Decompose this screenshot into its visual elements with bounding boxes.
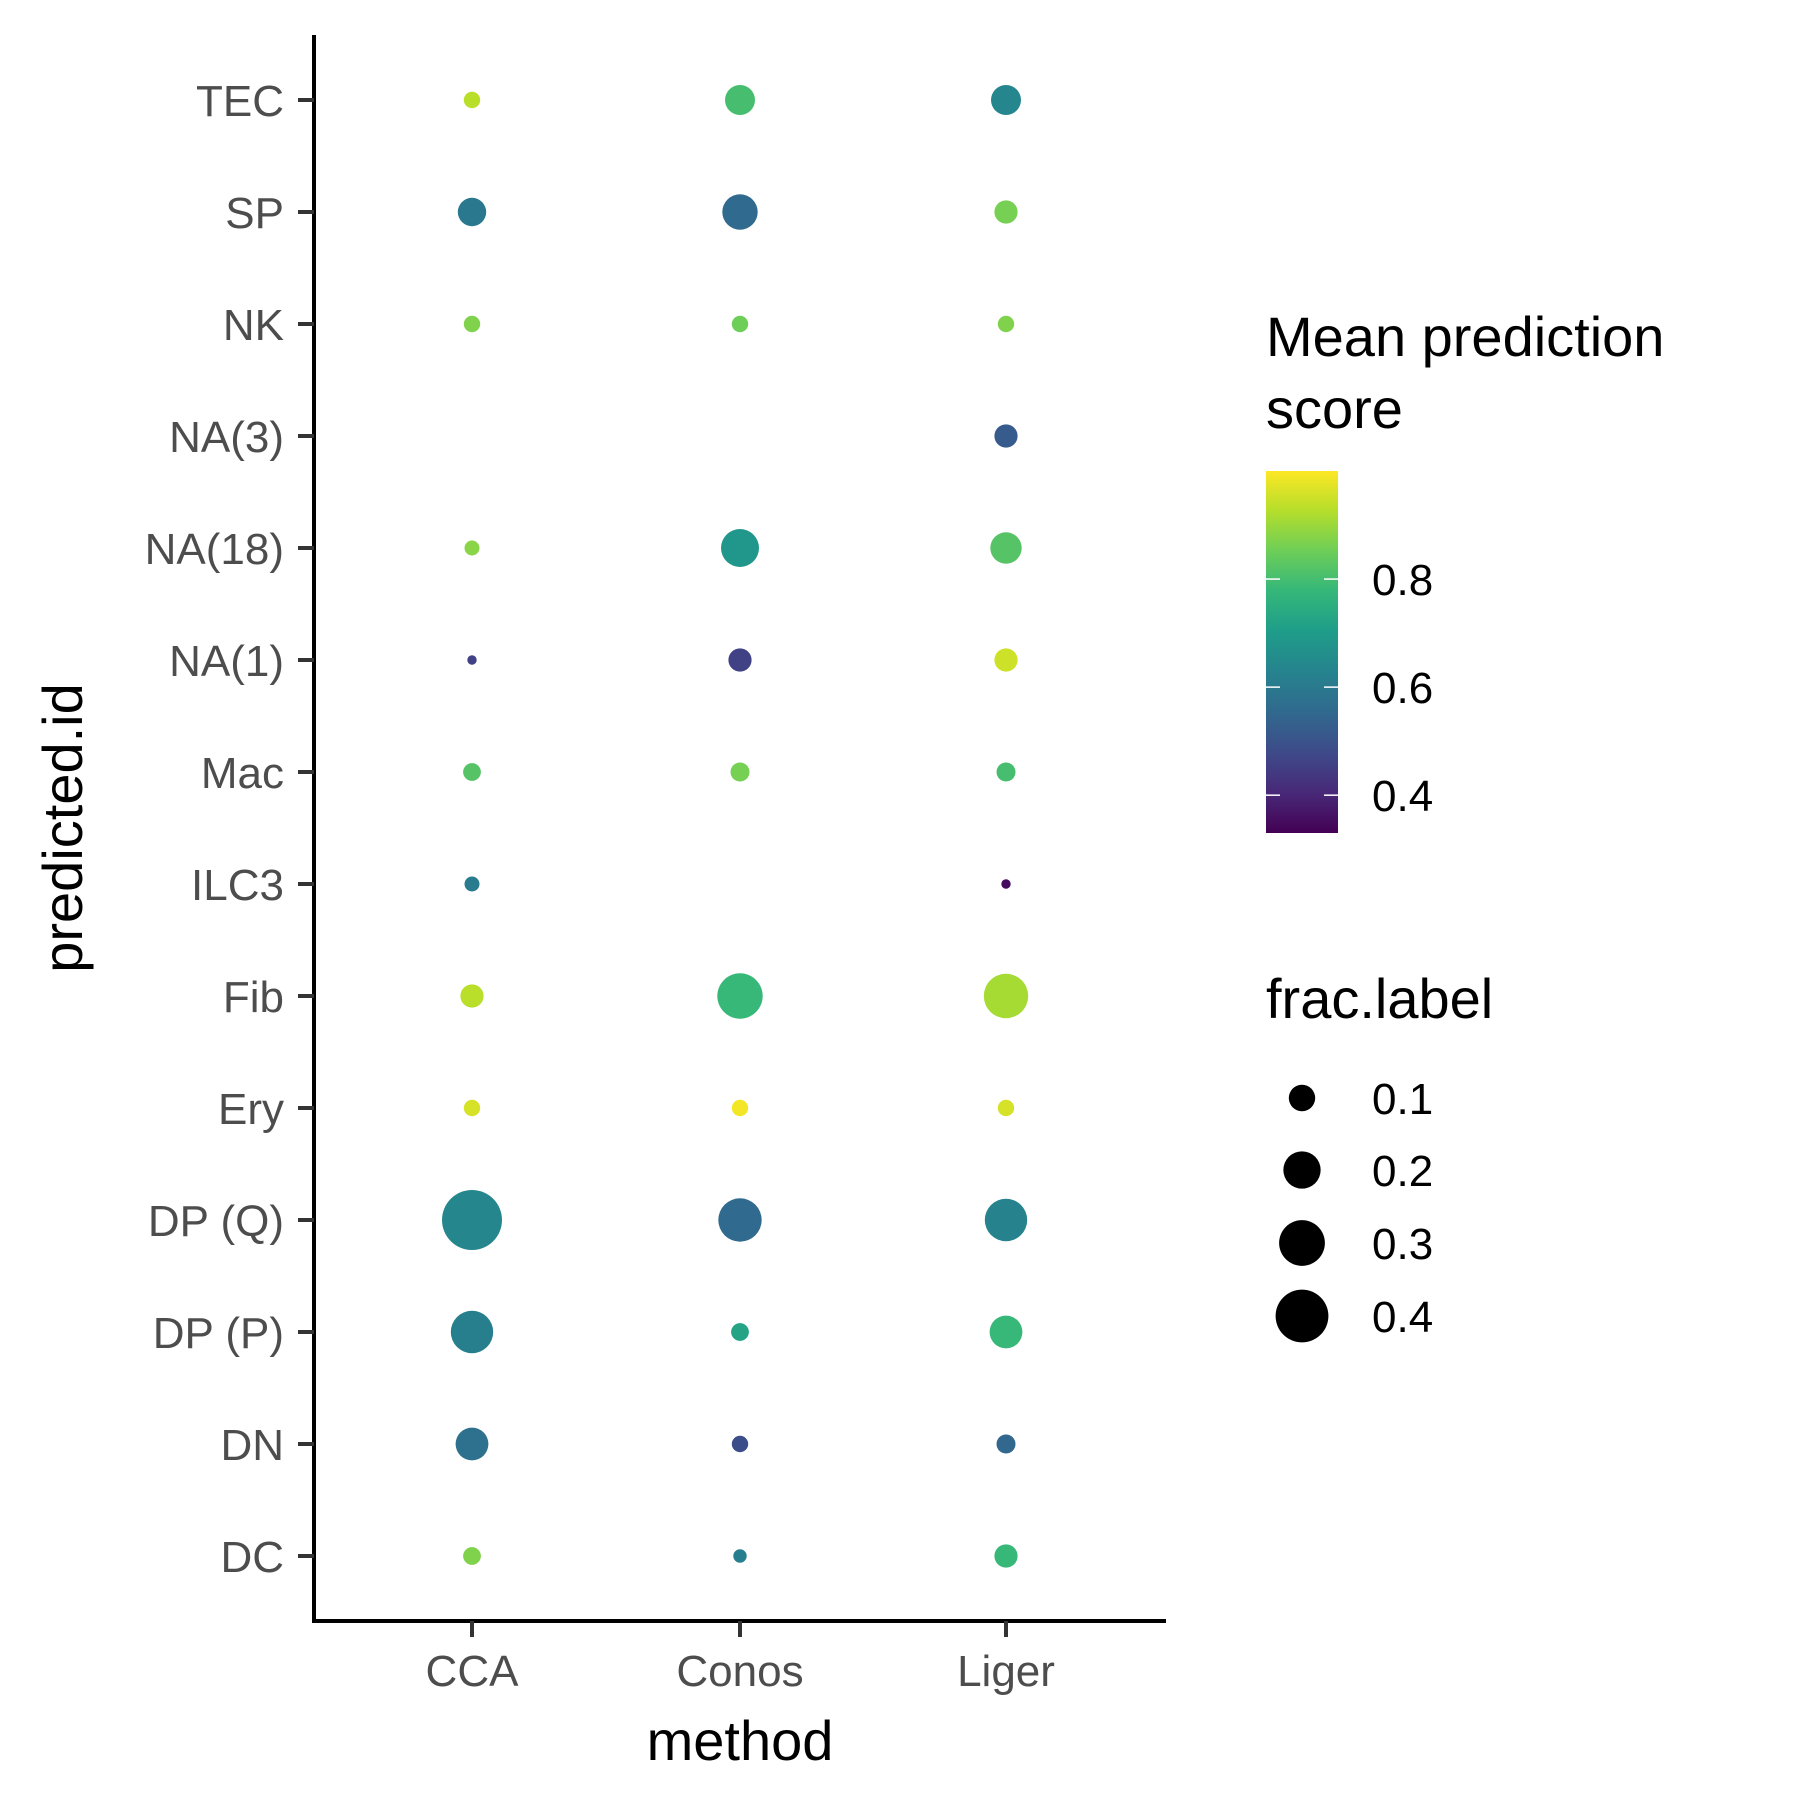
point-conos-na-18 (721, 529, 759, 567)
point-liger-na-1 (994, 648, 1018, 672)
color-tick-label-2: 0.8 (1372, 556, 1433, 605)
size-legend-label-0: 0.1 (1372, 1075, 1433, 1124)
point-conos-tec (725, 85, 755, 115)
color-tick-label-1: 0.6 (1372, 664, 1433, 713)
size-legend-dot-1 (1283, 1151, 1321, 1189)
color-legend: Mean prediction score 0.4 0.6 0.8 (1266, 305, 1664, 833)
point-liger-tec (991, 85, 1021, 115)
y-tick-label-fib: Fib (223, 973, 284, 1022)
point-cca-tec (463, 91, 481, 109)
point-conos-nk (731, 315, 749, 333)
y-axis-title: predicted.id (31, 683, 94, 973)
point-cca-dn (455, 1427, 489, 1461)
point-cca-na-1 (467, 655, 477, 665)
point-cca-ery (463, 1099, 481, 1117)
point-conos-dp-q (718, 1198, 762, 1242)
point-conos-dp-p (731, 1323, 749, 1341)
y-tick-label-dp-q: DP (Q) (148, 1197, 284, 1246)
point-liger-ery (997, 1099, 1015, 1117)
y-tick-label-na-18: NA(18) (145, 525, 284, 574)
point-conos-dc (733, 1549, 747, 1563)
size-legend-dot-2 (1279, 1220, 1325, 1266)
y-tick-label-dc: DC (220, 1533, 284, 1582)
point-cca-fib (460, 984, 484, 1008)
point-liger-dc (994, 1544, 1018, 1568)
y-tick-label-ilc3: ILC3 (191, 861, 284, 910)
point-conos-ery (731, 1099, 749, 1117)
color-legend-title-line-2: score (1266, 377, 1403, 440)
point-liger-sp (994, 200, 1018, 224)
size-legend-items: 0.1 0.2 0.3 0.4 (1275, 1075, 1433, 1343)
y-tick-label-na-1: NA(1) (169, 637, 284, 686)
x-axis-title: method (647, 1709, 834, 1772)
point-conos-dn (731, 1435, 749, 1453)
point-cca-dp-q (442, 1190, 502, 1250)
point-liger-dp-q (984, 1198, 1028, 1242)
point-liger-nk (997, 315, 1015, 333)
point-cca-ilc3 (464, 876, 480, 892)
point-liger-na-18 (990, 532, 1022, 564)
x-tick-label-cca: CCA (426, 1647, 520, 1696)
y-tick-label-dp-p: DP (P) (153, 1309, 284, 1358)
y-tick-label-ery: Ery (218, 1085, 284, 1134)
size-legend-title: frac.label (1266, 967, 1493, 1030)
point-cca-sp (457, 197, 487, 227)
point-conos-sp (722, 194, 758, 230)
point-liger-dp-p (989, 1315, 1023, 1349)
color-bar (1266, 471, 1338, 833)
size-legend-dot-0 (1288, 1084, 1316, 1112)
data-points (442, 85, 1029, 1568)
point-cca-dc (463, 1547, 481, 1565)
point-cca-mac (463, 763, 481, 781)
size-legend-label-1: 0.2 (1372, 1147, 1433, 1196)
size-legend: frac.label 0.1 0.2 0.3 0.4 (1266, 967, 1493, 1343)
y-tick-label-tec: TEC (196, 77, 284, 126)
y-tick-label-mac: Mac (201, 749, 284, 798)
y-tick-label-sp: SP (225, 189, 284, 238)
y-tick-label-nk: NK (223, 301, 284, 350)
point-liger-ilc3 (1001, 879, 1011, 889)
point-cca-na-18 (464, 540, 480, 556)
point-conos-fib (717, 973, 763, 1019)
point-liger-dn (996, 1434, 1016, 1454)
color-tick-label-0: 0.4 (1372, 772, 1433, 821)
color-legend-ticks: 0.4 0.6 0.8 (1266, 556, 1433, 821)
point-liger-na-3 (994, 424, 1018, 448)
point-conos-mac (730, 762, 750, 782)
x-tick-label-liger: Liger (957, 1647, 1055, 1696)
y-tick-label-dn: DN (220, 1421, 284, 1470)
color-legend-title-line-1: Mean prediction (1266, 305, 1664, 368)
size-legend-dot-3 (1275, 1289, 1329, 1343)
x-tick-label-conos: Conos (676, 1647, 803, 1696)
point-cca-dp-p (450, 1310, 494, 1354)
y-tick-label-na-3: NA(3) (169, 413, 284, 462)
y-axis-ticks: DC DN DP (P) DP (Q) Ery Fib ILC3 Mac NA(1) NA(18)… (145, 77, 314, 1582)
size-legend-label-3: 0.4 (1372, 1293, 1433, 1342)
point-liger-fib (983, 973, 1029, 1019)
size-legend-label-2: 0.3 (1372, 1220, 1433, 1269)
point-cca-nk (463, 315, 481, 333)
x-axis-ticks: CCA Conos Liger (426, 1621, 1055, 1696)
point-liger-mac (996, 762, 1016, 782)
point-conos-na-1 (728, 648, 752, 672)
